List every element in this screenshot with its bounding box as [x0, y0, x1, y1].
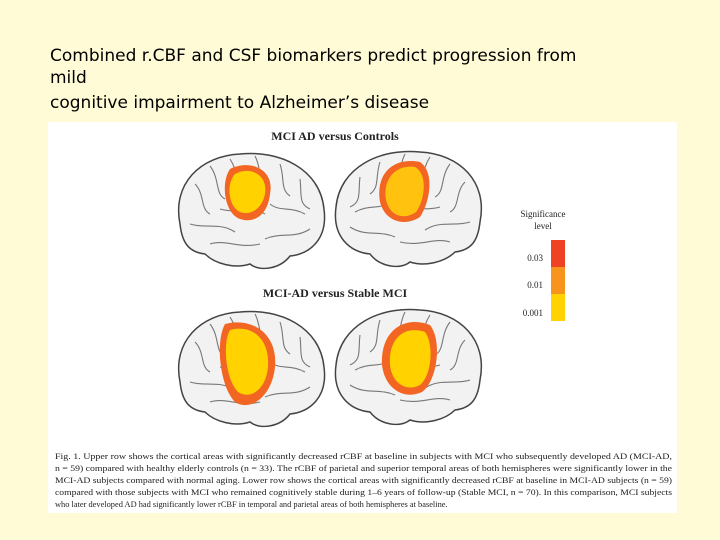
legend-swatch [551, 240, 565, 267]
brain-image [177, 152, 326, 270]
title-line: cognitive impairment to Alzheimer’s dise… [50, 93, 429, 113]
title: Combined r.CBF and CSF biomarkers predic… [50, 46, 576, 113]
brain-image [177, 310, 326, 428]
legend-label: 0.001 [523, 308, 543, 318]
caption: Fig. 1. Upper row shows the cortical are… [55, 452, 672, 509]
title-line: mild [50, 68, 87, 88]
legend: Significance level 0.03 0.01 0.001 [521, 209, 566, 321]
legend-title: level [534, 221, 552, 231]
caption-line: who later developed AD had significantly… [55, 500, 448, 509]
brain-image [334, 308, 483, 426]
caption-line: Fig. 1. Upper row shows the cortical are… [55, 452, 672, 461]
legend-swatch [551, 294, 565, 321]
title-line: Combined r.CBF and CSF biomarkers predic… [50, 46, 576, 66]
legend-label: 0.03 [527, 253, 543, 263]
brain-image [334, 150, 483, 268]
legend-label: 0.01 [527, 280, 543, 290]
legend-title: Significance [521, 209, 566, 219]
caption-line: MCI-AD subjects compared with normal agi… [55, 476, 672, 485]
panel-title: MCI AD versus Controls [271, 129, 399, 143]
caption-line: compared with those subjects with MCI wh… [55, 488, 672, 497]
legend-swatch [551, 267, 565, 294]
panel-title: MCI-AD versus Stable MCI [263, 286, 408, 300]
figure: MCI AD versus Controls MCI-AD versus Sta… [48, 122, 677, 513]
caption-line: n = 59) compared with healthy elderly co… [55, 464, 672, 473]
